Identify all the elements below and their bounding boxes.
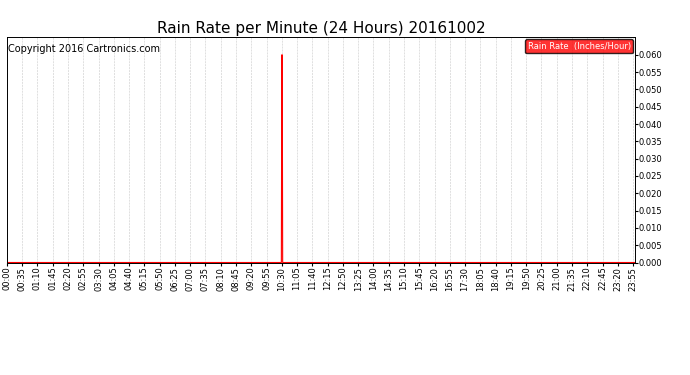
Text: Copyright 2016 Cartronics.com: Copyright 2016 Cartronics.com <box>8 44 160 54</box>
Title: Rain Rate per Minute (24 Hours) 20161002: Rain Rate per Minute (24 Hours) 20161002 <box>157 21 485 36</box>
Legend: Rain Rate  (Inches/Hour): Rain Rate (Inches/Hour) <box>525 39 633 53</box>
